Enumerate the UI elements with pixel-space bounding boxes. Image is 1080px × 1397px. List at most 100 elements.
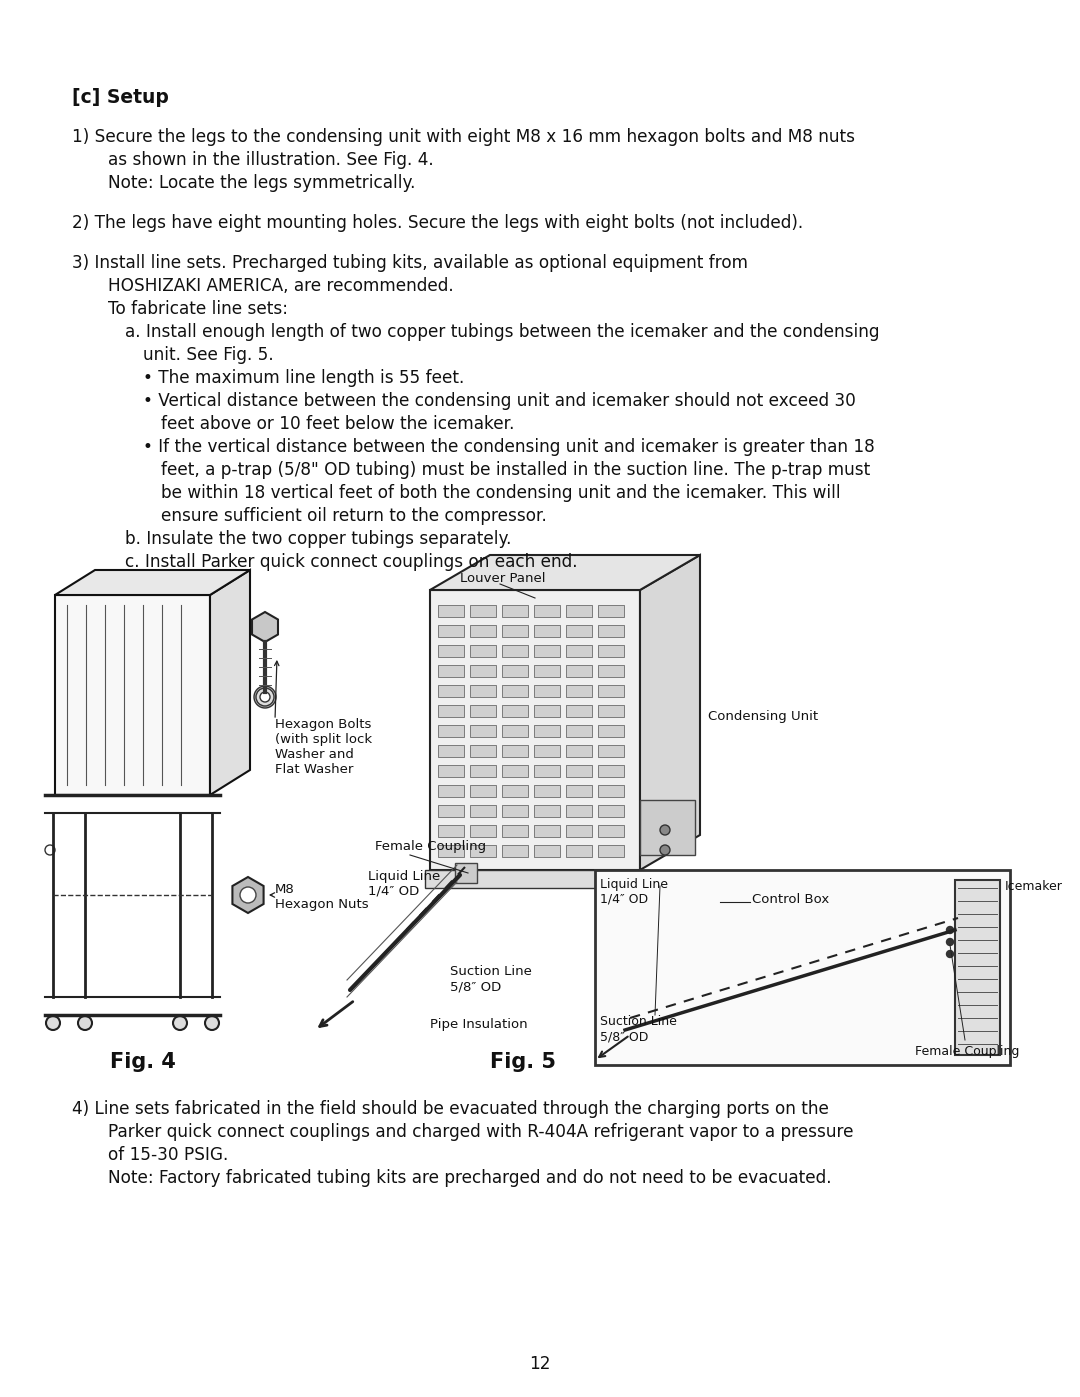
Text: 3) Install line sets. Precharged tubing kits, available as optional equipment fr: 3) Install line sets. Precharged tubing … xyxy=(72,254,748,272)
Bar xyxy=(438,805,464,817)
Text: M8
Hexagon Nuts: M8 Hexagon Nuts xyxy=(275,883,368,911)
Bar xyxy=(502,624,528,637)
Bar xyxy=(534,766,561,777)
Polygon shape xyxy=(55,570,249,595)
Circle shape xyxy=(45,845,55,855)
Bar xyxy=(598,745,624,757)
Text: 1) Secure the legs to the condensing unit with eight M8 x 16 mm hexagon bolts an: 1) Secure the legs to the condensing uni… xyxy=(72,129,855,147)
Text: feet, a p-trap (5/8" OD tubing) must be installed in the suction line. The p-tra: feet, a p-trap (5/8" OD tubing) must be … xyxy=(161,461,870,479)
Bar xyxy=(438,766,464,777)
Text: Female Coupling: Female Coupling xyxy=(915,1045,1020,1058)
Bar xyxy=(566,785,592,798)
Bar xyxy=(534,685,561,697)
Text: be within 18 vertical feet of both the condensing unit and the icemaker. This wi: be within 18 vertical feet of both the c… xyxy=(161,483,840,502)
Circle shape xyxy=(254,686,276,708)
Bar xyxy=(534,705,561,717)
Text: Control Box: Control Box xyxy=(752,893,829,907)
Text: Suction Line
5/8″ OD: Suction Line 5/8″ OD xyxy=(450,965,531,993)
Text: Louver Panel: Louver Panel xyxy=(460,571,545,585)
Text: Fig. 4: Fig. 4 xyxy=(110,1052,176,1071)
Bar xyxy=(438,785,464,798)
Bar xyxy=(470,785,496,798)
Circle shape xyxy=(660,845,670,855)
Bar xyxy=(566,845,592,856)
Bar xyxy=(438,624,464,637)
Bar xyxy=(598,685,624,697)
Circle shape xyxy=(260,692,270,703)
Bar xyxy=(502,645,528,657)
Circle shape xyxy=(78,1016,92,1030)
Bar xyxy=(438,705,464,717)
Bar xyxy=(470,685,496,697)
Bar xyxy=(566,725,592,738)
Bar xyxy=(470,705,496,717)
Polygon shape xyxy=(430,555,700,590)
Bar xyxy=(598,605,624,617)
Bar xyxy=(566,745,592,757)
Bar xyxy=(55,595,210,795)
Text: Female Coupling: Female Coupling xyxy=(375,840,486,854)
Bar xyxy=(640,800,696,855)
Text: c. Install Parker quick connect couplings on each end.: c. Install Parker quick connect coupling… xyxy=(125,553,578,571)
Bar xyxy=(470,745,496,757)
Polygon shape xyxy=(210,570,249,795)
Bar xyxy=(438,745,464,757)
Bar xyxy=(610,888,720,916)
Bar xyxy=(598,845,624,856)
Bar xyxy=(598,805,624,817)
Bar xyxy=(470,725,496,738)
Bar xyxy=(598,826,624,837)
Bar xyxy=(438,685,464,697)
Text: Suction Line
5/8″ OD: Suction Line 5/8″ OD xyxy=(600,1016,677,1044)
Text: Pipe Insulation: Pipe Insulation xyxy=(430,1018,528,1031)
Text: Note: Locate the legs symmetrically.: Note: Locate the legs symmetrically. xyxy=(108,175,416,191)
Bar xyxy=(566,624,592,637)
Text: 2) The legs have eight mounting holes. Secure the legs with eight bolts (not inc: 2) The legs have eight mounting holes. S… xyxy=(72,214,804,232)
Text: ensure sufficient oil return to the compressor.: ensure sufficient oil return to the comp… xyxy=(161,507,546,525)
Bar xyxy=(470,624,496,637)
Bar xyxy=(470,805,496,817)
Bar xyxy=(430,590,640,870)
Circle shape xyxy=(46,1016,60,1030)
Bar xyxy=(502,605,528,617)
Text: • The maximum line length is 55 feet.: • The maximum line length is 55 feet. xyxy=(143,369,464,387)
Bar xyxy=(502,826,528,837)
Bar xyxy=(438,605,464,617)
Bar xyxy=(534,605,561,617)
Text: b. Insulate the two copper tubings separately.: b. Insulate the two copper tubings separ… xyxy=(125,529,512,548)
Text: 12: 12 xyxy=(529,1355,551,1373)
Bar xyxy=(502,766,528,777)
Text: Note: Factory fabricated tubing kits are precharged and do not need to be evacua: Note: Factory fabricated tubing kits are… xyxy=(108,1169,832,1187)
Circle shape xyxy=(660,826,670,835)
Text: feet above or 10 feet below the icemaker.: feet above or 10 feet below the icemaker… xyxy=(161,415,514,433)
Bar xyxy=(566,766,592,777)
Bar xyxy=(566,826,592,837)
Bar xyxy=(470,766,496,777)
Text: • Vertical distance between the condensing unit and icemaker should not exceed 3: • Vertical distance between the condensi… xyxy=(143,393,855,409)
Bar xyxy=(502,665,528,678)
Bar xyxy=(598,645,624,657)
Polygon shape xyxy=(640,555,700,870)
Bar xyxy=(534,785,561,798)
Text: Hexagon Bolts
(with split lock
Washer and
Flat Washer: Hexagon Bolts (with split lock Washer an… xyxy=(275,718,373,775)
Bar xyxy=(534,845,561,856)
Text: Fig. 5: Fig. 5 xyxy=(490,1052,556,1071)
Text: • If the vertical distance between the condensing unit and icemaker is greater t: • If the vertical distance between the c… xyxy=(143,439,875,455)
Bar xyxy=(455,863,477,883)
Bar xyxy=(438,826,464,837)
Text: Condensing Unit: Condensing Unit xyxy=(708,710,819,724)
Bar xyxy=(534,745,561,757)
Bar xyxy=(502,685,528,697)
Bar xyxy=(470,665,496,678)
Bar xyxy=(955,880,1000,1055)
Text: To fabricate line sets:: To fabricate line sets: xyxy=(108,300,288,319)
Text: as shown in the illustration. See Fig. 4.: as shown in the illustration. See Fig. 4… xyxy=(108,151,434,169)
Bar xyxy=(534,665,561,678)
Bar xyxy=(566,705,592,717)
Polygon shape xyxy=(232,877,264,914)
Text: HOSHIZAKI AMERICA, are recommended.: HOSHIZAKI AMERICA, are recommended. xyxy=(108,277,454,295)
Bar xyxy=(566,645,592,657)
Circle shape xyxy=(946,950,954,957)
Bar xyxy=(470,845,496,856)
Bar xyxy=(534,826,561,837)
